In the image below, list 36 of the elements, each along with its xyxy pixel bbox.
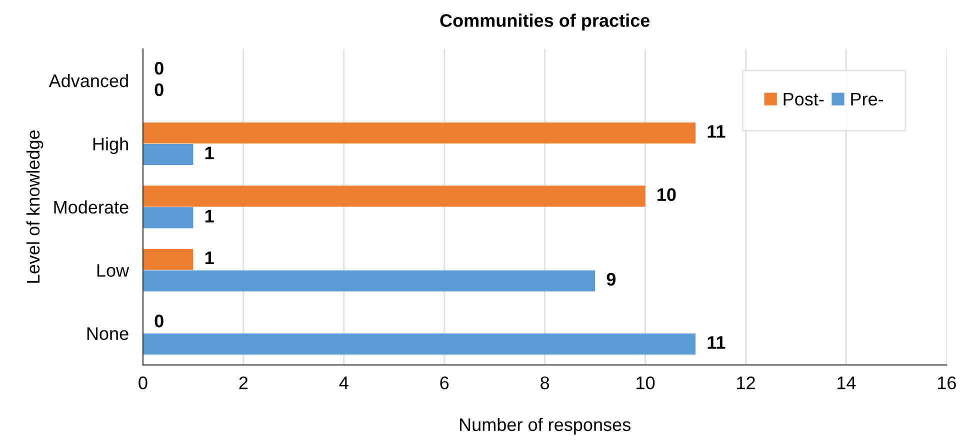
legend-label: Post- bbox=[784, 92, 824, 106]
x-tick-label: 12 bbox=[737, 376, 755, 390]
bar bbox=[142, 270, 596, 292]
y-tick-label: High bbox=[93, 137, 128, 154]
data-label: 1 bbox=[205, 252, 214, 264]
x-tick-label: 6 bbox=[440, 376, 449, 390]
data-label: 9 bbox=[606, 272, 616, 286]
data-label: 0 bbox=[154, 314, 164, 328]
data-label: 0 bbox=[154, 62, 164, 75]
y-tick-label: None bbox=[87, 327, 128, 340]
bar bbox=[142, 186, 646, 207]
y-tick-label: Moderate bbox=[54, 200, 128, 214]
data-label: 1 bbox=[205, 210, 214, 222]
x-tick-label: 16 bbox=[938, 376, 956, 390]
data-label: 0 bbox=[154, 83, 164, 96]
data-label: 1 bbox=[205, 146, 214, 160]
y-tick-label: Low bbox=[97, 264, 130, 277]
bar bbox=[142, 248, 194, 270]
x-axis-title: Number of responses bbox=[460, 418, 630, 435]
x-tick-label: 8 bbox=[540, 376, 550, 390]
x-tick-label: 10 bbox=[636, 376, 655, 390]
bar bbox=[142, 207, 194, 228]
data-label: 11 bbox=[708, 336, 726, 349]
x-tick-label: 2 bbox=[239, 376, 248, 390]
data-label: 10 bbox=[658, 188, 676, 202]
y-axis-title: Level of knowledge bbox=[26, 130, 44, 283]
bar bbox=[142, 144, 194, 166]
data-label: 11 bbox=[708, 125, 726, 138]
bar bbox=[142, 334, 696, 355]
chart-title: Communities of practice bbox=[440, 14, 650, 30]
x-tick-label: 14 bbox=[838, 376, 856, 390]
y-tick-label: Advanced bbox=[48, 74, 128, 88]
x-tick-label: 4 bbox=[339, 376, 348, 390]
x-tick-label: 0 bbox=[138, 376, 148, 390]
bar bbox=[142, 122, 696, 144]
legend-label: Pre- bbox=[851, 92, 884, 106]
